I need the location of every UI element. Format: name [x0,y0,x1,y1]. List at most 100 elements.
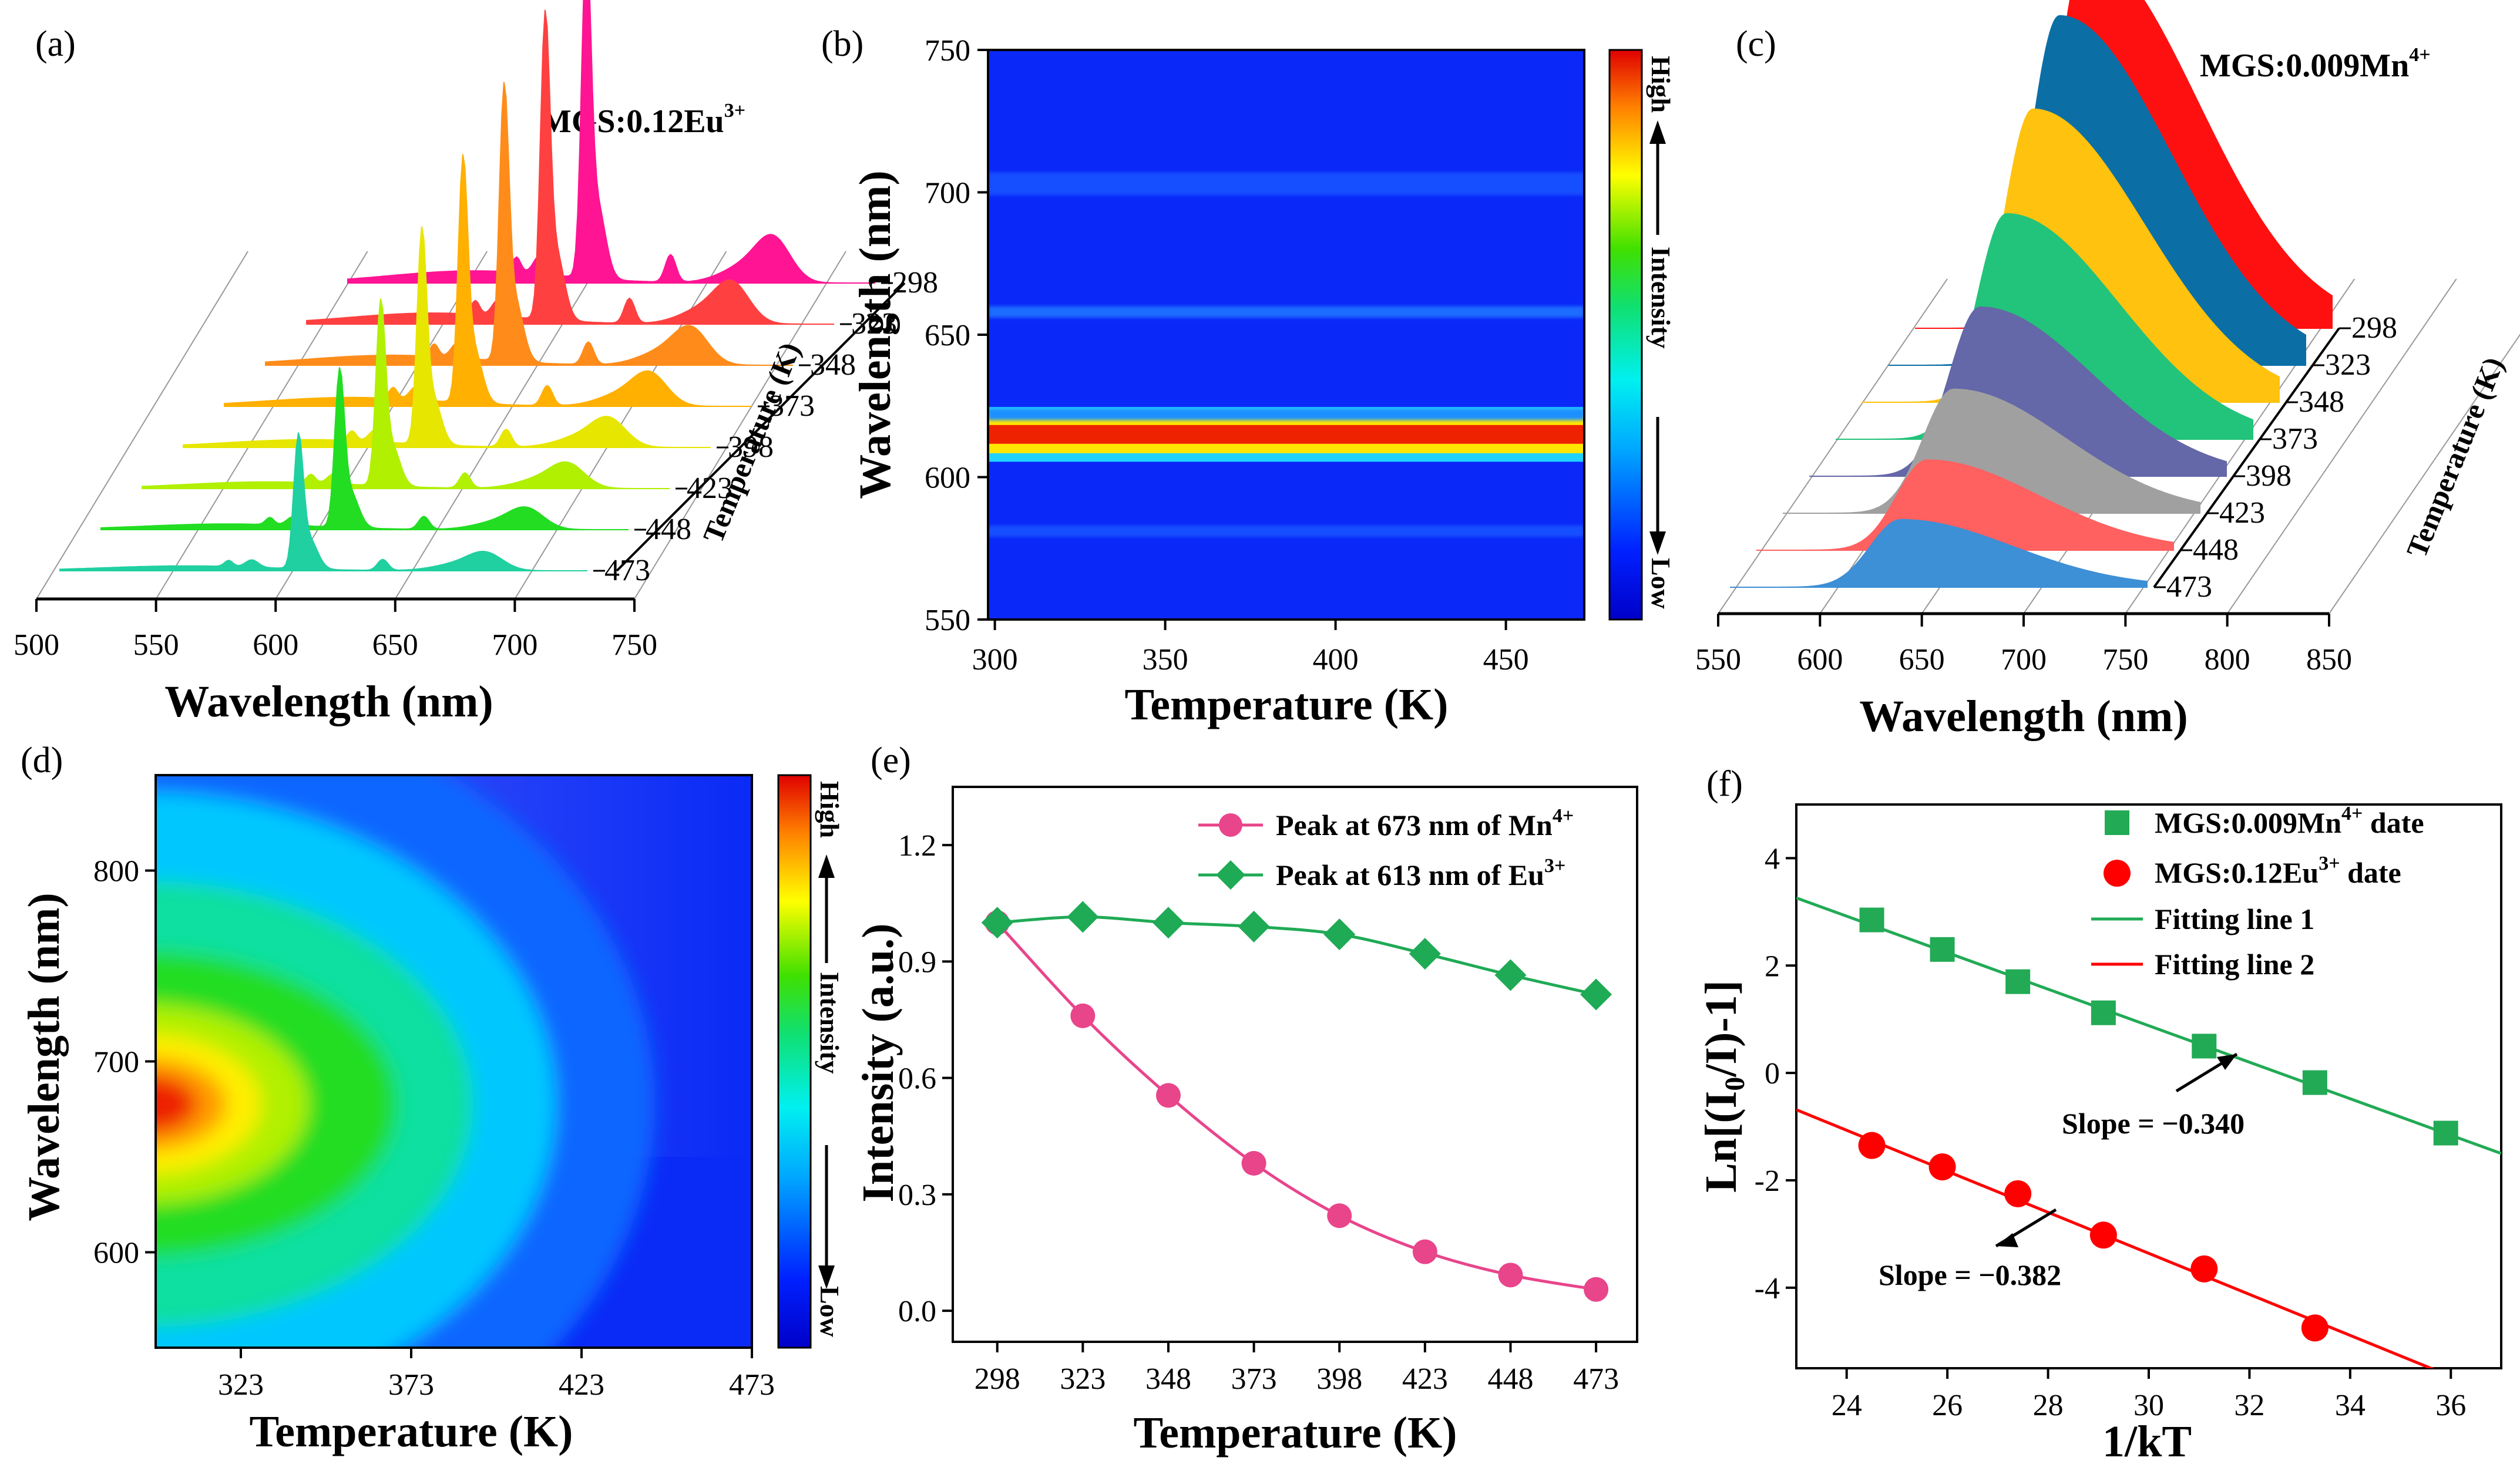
panel-c-x-ticks: 550 600 650 700 750 800 850 [1695,614,2352,676]
panel-d-ytick: 800 [93,855,139,888]
panel-f-slope1: Slope = −0.340 [2062,1107,2245,1140]
panel-f-series [1858,907,2458,1342]
panel-c-temp-tick: 373 [2272,422,2318,456]
panel-f-ytick: 2 [1765,950,1780,983]
panel-f-point-1-4 [2190,1255,2218,1283]
panel-c: (c) MGS:0.009Mn4+ 550 600 650 700 750 800 850 … [1695,0,2520,741]
panel-d-colorbar [777,774,812,1349]
panel-c-zlabel: Temperature (K) [2400,352,2510,562]
panel-d-cb-arrowhead-down [818,1265,835,1289]
panel-f-point-0-5 [2302,1070,2327,1095]
panel-c-spectrum-448 [1756,459,2174,551]
panel-a-label: (a) [35,24,76,64]
panel-b-xtick: 350 [1143,643,1188,676]
panel-c-temp-tick: 473 [2166,570,2212,604]
panel-d: (d) 323 373 423 473 600 700 800 Temperature (K… [19,740,845,1456]
panel-a-xtick: 500 [14,628,59,662]
panel-b-cb-arrowhead-up [1649,120,1666,144]
panel-f-xtick: 30 [2133,1389,2164,1422]
panel-d-contours [156,775,655,1348]
panel-d-cb-high: High [815,781,845,838]
panel-f-point-1-5 [2301,1314,2329,1342]
panel-c-temp-tick: 348 [2299,385,2344,419]
panel-b-cb-high: High [1646,56,1676,113]
panel-a-spectrum-473 [59,432,587,571]
panel-f-slope2: Slope = −0.382 [1879,1258,2061,1291]
panel-d-ylabel: Wavelength (nm) [19,893,69,1221]
panel-a-spectrum-448 [100,367,629,530]
panel-b-cb-mid: Intensity [1646,247,1676,349]
panel-f-ylabel: Ln[(I0/I)-1] [1696,980,1750,1193]
panel-b-band-581 [988,525,1584,537]
panel-b-cb-low: Low [1646,558,1676,609]
panel-e-point-0-448 [1498,1263,1523,1288]
panel-f-ytick: -4 [1755,1272,1780,1305]
panel-f-legend-2: MGS:0.12Eu3+ date [2155,853,2401,889]
panel-a-spectrum-298 [347,0,875,284]
panel-e-point-0-323 [1070,1003,1096,1028]
panel-f-legend-marker-1 [2105,810,2129,835]
panel-a-spectra [59,0,875,571]
panel-b-ytick: 650 [925,319,970,352]
panel-e-label: (e) [871,740,911,780]
panel-f-annotations: Slope = −0.340 Slope = −0.382 [1879,1052,2245,1291]
panel-b-xtick: 450 [1483,643,1529,676]
panel-a-spectrum-423 [142,298,670,489]
panel-c-spectrum-398 [1809,307,2227,477]
panel-f-point-0-2 [2005,969,2031,994]
panel-a-xtick: 550 [133,628,179,662]
panel-c-temp-tick: 298 [2351,311,2397,345]
panel-f-ticks: 24 26 28 30 32 34 36 4 2 0 -2 -4 [1755,842,2467,1422]
panel-f-fit-1 [1796,896,2501,1155]
panel-c-xtick: 850 [2306,643,2352,676]
panel-f-fits [1796,896,2501,1368]
panel-e-point-0-373 [1241,1151,1266,1176]
panel-a-depth-axis [616,282,906,572]
panel-c-spectrum-423 [1783,388,2200,514]
panel-e-xtick: 473 [1573,1362,1619,1396]
panel-e-legend: Peak at 673 nm of Mn4+ Peak at 613 nm of… [1198,805,1574,891]
panel-c-xtick: 700 [2001,643,2047,676]
panel-b-heatmap-bg [988,50,1584,620]
panel-f-fit-2 [1796,1108,2435,1368]
panel-e-xtick: 348 [1145,1362,1191,1396]
panel-b-cb-arrowhead-down [1649,531,1666,555]
panel-b-ytick: 550 [925,604,970,637]
panel-d-cb-arrowhead-up [818,854,835,878]
panel-c-label: (c) [1736,24,1776,64]
panel-c-xtick: 600 [1797,643,1843,676]
panel-a-xtick: 700 [492,628,537,662]
panel-f-point-1-3 [2089,1221,2117,1249]
panel-e-ytick: 1.2 [898,829,936,863]
panel-d-ytick: 600 [93,1237,139,1270]
panel-a-title: MGS:0.12Eu3+ [540,100,745,140]
panel-e-point-1-373 [1238,910,1270,942]
panel-d-xlabel: Temperature (K) [250,1407,573,1456]
panel-a-spectrum-348 [265,82,793,366]
panel-c-xlabel: Wavelength (nm) [1859,692,2188,741]
panel-e-point-0-473 [1584,1277,1609,1302]
panel-c-gridline [2329,334,2520,614]
panel-d-xtick: 323 [218,1368,264,1402]
panel-d-cb-low: Low [815,1286,845,1337]
panel-e-point-1-423 [1409,938,1441,970]
panel-e-point-1-448 [1494,959,1527,991]
panel-e-ytick: 0.9 [898,945,936,979]
panel-a-temp-tick: 298 [892,266,938,299]
panel-f-point-0-1 [1930,937,1955,962]
panel-f-legend-marker-2 [2104,860,2131,887]
panel-f-legend-1: MGS:0.009Mn4+ date [2155,803,2424,839]
panel-d-xtick: 373 [388,1368,434,1402]
panel-d-ticks: 323 373 423 473 600 700 800 [93,855,775,1402]
panel-b-band-core [988,425,1584,444]
panel-b-bands [988,172,1584,537]
panel-f-xlabel: 1/kT [2102,1417,2192,1466]
panel-f-ytick: 0 [1765,1057,1780,1090]
panel-d-level-7 [156,1057,226,1151]
panel-c-temp-tick: 423 [2219,496,2265,530]
panel-d-heatmap [156,775,752,1348]
panel-e-xtick: 298 [975,1362,1020,1396]
panel-c-title: MGS:0.009Mn4+ [2200,44,2431,84]
panel-f-point-1-0 [1858,1132,1886,1159]
